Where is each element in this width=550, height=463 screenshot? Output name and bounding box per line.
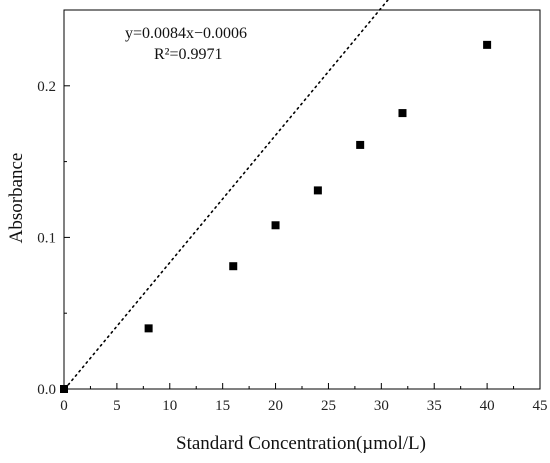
x-axis-title: Standard Concentration(µmol/L) (176, 433, 426, 454)
fit-line (63, 0, 389, 390)
equation-annotation: y=0.0084x−0.0006 (125, 25, 247, 42)
plot-frame (63, 9, 541, 390)
data-point (398, 109, 407, 118)
plot-area (63, 9, 541, 390)
x-axis-ticks: 0 5 10 15 20 25 30 35 40 45 (60, 383, 548, 414)
x-tick-label: 30 (374, 398, 389, 414)
y-tick-label: 0.2 (37, 79, 56, 95)
y-axis-title: Absorbance (6, 153, 27, 244)
x-tick-label: 5 (113, 398, 121, 414)
x-tick-label: 45 (533, 398, 548, 414)
x-tick-label: 15 (215, 398, 230, 414)
data-point (144, 324, 153, 333)
data-point (356, 140, 365, 149)
data-points-layer (60, 40, 492, 393)
x-tick-label: 0 (60, 398, 68, 414)
r-squared-annotation: R²=0.9971 (154, 46, 223, 63)
y-axis-ticks: 0.0 0.1 0.2 (37, 79, 70, 398)
data-point (229, 262, 238, 271)
fit-line-layer (63, 0, 389, 390)
y-tick-label: 0.0 (37, 382, 56, 398)
x-tick-label: 35 (427, 398, 442, 414)
x-tick-label: 40 (480, 398, 495, 414)
data-point (60, 385, 68, 393)
y-tick-label: 0.1 (37, 230, 56, 246)
data-point (313, 186, 322, 195)
data-point (483, 40, 492, 49)
x-tick-label: 25 (321, 398, 336, 414)
x-tick-label: 20 (268, 398, 283, 414)
data-point (271, 221, 280, 230)
x-tick-label: 10 (162, 398, 177, 414)
